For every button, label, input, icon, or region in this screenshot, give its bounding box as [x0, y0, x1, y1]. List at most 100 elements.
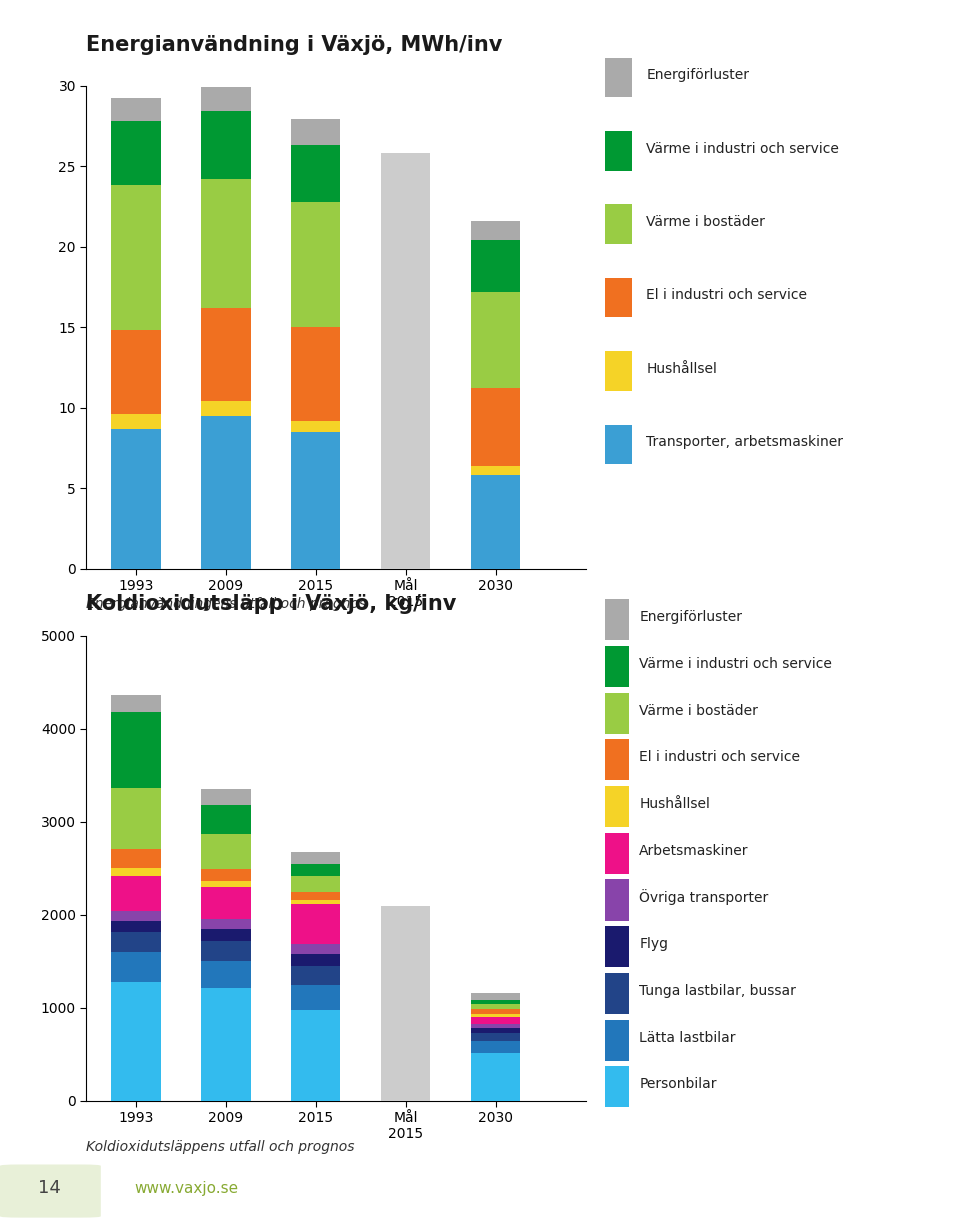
Bar [111, 951, 160, 982]
Bar [291, 944, 341, 954]
Bar [471, 1009, 520, 1014]
FancyBboxPatch shape [605, 926, 629, 967]
Bar [471, 1041, 520, 1053]
Bar [471, 476, 520, 569]
Text: Energiförluster: Energiförluster [639, 610, 742, 624]
Bar [111, 789, 160, 849]
Bar [201, 918, 251, 928]
FancyBboxPatch shape [605, 1066, 629, 1107]
Bar [291, 904, 341, 944]
Bar [201, 870, 251, 882]
Bar [201, 834, 251, 870]
Bar [111, 186, 160, 330]
Text: Värme i bostäder: Värme i bostäder [639, 703, 758, 718]
Bar [111, 921, 160, 932]
Bar [111, 932, 160, 951]
Bar [471, 466, 520, 476]
Bar [471, 1004, 520, 1009]
Bar [111, 868, 160, 876]
FancyBboxPatch shape [605, 786, 629, 827]
Bar [471, 1000, 520, 1004]
Bar [111, 428, 160, 569]
Text: Värme i bostäder: Värme i bostäder [646, 215, 765, 229]
Text: El i industri och service: El i industri och service [639, 751, 801, 764]
Bar [201, 308, 251, 401]
Text: Energiförluster: Energiförluster [646, 68, 749, 82]
Bar [111, 695, 160, 712]
Bar [291, 421, 341, 432]
Text: Personbilar: Personbilar [639, 1077, 717, 1091]
Bar [471, 1053, 520, 1101]
FancyBboxPatch shape [605, 351, 633, 391]
Bar [471, 1014, 520, 1016]
Bar [381, 905, 430, 1101]
Text: Tunga lastbilar, bussar: Tunga lastbilar, bussar [639, 983, 796, 998]
Bar [201, 416, 251, 569]
Bar [201, 111, 251, 179]
Bar [111, 712, 160, 789]
Text: Energianvändning i Växjö, MWh/inv: Energianvändning i Växjö, MWh/inv [86, 35, 503, 55]
Bar [471, 1016, 520, 1024]
Bar [201, 887, 251, 918]
Bar [111, 849, 160, 868]
Bar [111, 982, 160, 1101]
FancyBboxPatch shape [605, 131, 633, 171]
Bar [201, 789, 251, 805]
Text: www.vaxjo.se: www.vaxjo.se [134, 1180, 238, 1196]
FancyBboxPatch shape [605, 833, 629, 874]
Bar [291, 432, 341, 569]
FancyBboxPatch shape [605, 740, 629, 780]
Text: El i industri och service: El i industri och service [646, 289, 807, 302]
Text: Transporter, arbetsmaskiner: Transporter, arbetsmaskiner [646, 435, 843, 449]
Bar [201, 940, 251, 961]
FancyBboxPatch shape [605, 278, 633, 318]
Bar [381, 153, 430, 569]
Bar [471, 1033, 520, 1041]
Text: Flyg: Flyg [639, 937, 668, 951]
Text: Koldioxidutsläppens utfall och prognos: Koldioxidutsläppens utfall och prognos [86, 1140, 355, 1153]
Bar [471, 993, 520, 1000]
Bar [291, 876, 341, 893]
Bar [291, 120, 341, 146]
Bar [111, 330, 160, 415]
Bar [111, 99, 160, 121]
Bar [471, 389, 520, 466]
FancyBboxPatch shape [605, 424, 633, 465]
FancyBboxPatch shape [605, 1020, 629, 1060]
Bar [471, 221, 520, 240]
Bar [291, 966, 341, 985]
Text: 14: 14 [38, 1179, 61, 1197]
FancyBboxPatch shape [0, 1164, 101, 1218]
Text: Övriga transporter: Övriga transporter [639, 889, 769, 905]
Bar [291, 1010, 341, 1101]
Bar [291, 863, 341, 876]
Bar [201, 882, 251, 887]
Bar [291, 327, 341, 421]
Bar [291, 202, 341, 327]
Bar [291, 900, 341, 904]
Bar [291, 893, 341, 900]
Bar [471, 1024, 520, 1027]
Text: Lätta lastbilar: Lätta lastbilar [639, 1031, 736, 1044]
Bar [111, 876, 160, 911]
FancyBboxPatch shape [605, 646, 629, 687]
Bar [291, 954, 341, 966]
Bar [111, 121, 160, 186]
Text: Värme i industri och service: Värme i industri och service [646, 142, 839, 155]
Bar [291, 146, 341, 202]
Text: Hushållsel: Hushållsel [639, 797, 710, 811]
Bar [471, 1027, 520, 1033]
Bar [201, 988, 251, 1101]
FancyBboxPatch shape [605, 692, 629, 734]
Bar [291, 985, 341, 1010]
Bar [201, 805, 251, 834]
Bar [201, 928, 251, 940]
Bar [471, 292, 520, 389]
Bar [201, 87, 251, 111]
Bar [471, 240, 520, 292]
FancyBboxPatch shape [605, 204, 633, 245]
FancyBboxPatch shape [605, 599, 629, 641]
Text: Hushållsel: Hushållsel [646, 362, 717, 375]
Text: Arbetsmaskiner: Arbetsmaskiner [639, 844, 749, 857]
Text: Värme i industri och service: Värme i industri och service [639, 657, 832, 671]
